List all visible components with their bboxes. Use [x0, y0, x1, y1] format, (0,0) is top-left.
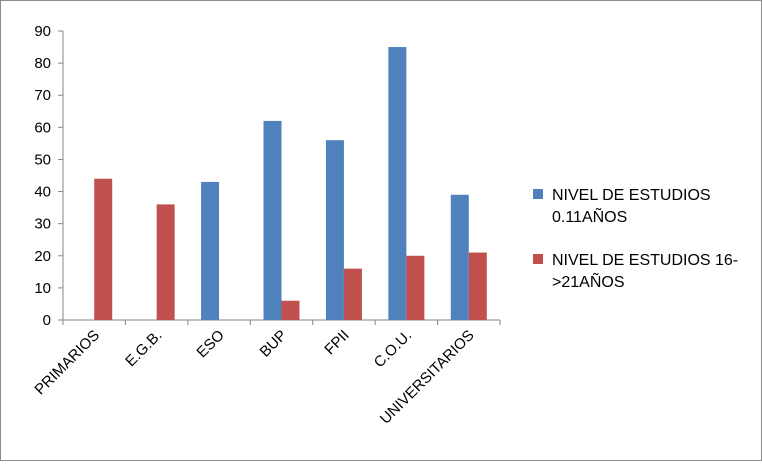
y-tick-label: 70 [34, 87, 51, 104]
legend-swatch-1 [533, 189, 543, 199]
bar-series1-3 [263, 120, 282, 321]
bar-series1-5 [388, 47, 407, 321]
y-tick-label: 50 [34, 151, 51, 168]
bar-series1-2 [201, 181, 220, 320]
x-category-label: BUP [256, 327, 290, 361]
y-tick-label: 40 [34, 184, 51, 201]
y-tick-label: 30 [34, 216, 51, 233]
y-tick-label: 20 [34, 248, 51, 265]
chart-bars [94, 47, 487, 321]
y-tick-label: 90 [34, 23, 51, 40]
chart-legend: NIVEL DE ESTUDIOS 0.11AÑOS NIVEL DE ESTUDI… [533, 187, 738, 291]
y-tick-label: 80 [34, 55, 51, 72]
legend-label-2: NIVEL DE ESTUDIOS 16- [552, 252, 738, 269]
x-category-label: C.O.U. [371, 327, 415, 371]
y-tick-label: 0 [43, 312, 51, 329]
y-axis-ticks: 0 10 20 30 40 50 60 70 80 90 [34, 23, 63, 329]
legend-label-1: 0.11AÑOS [552, 206, 627, 226]
legend-label-1: NIVEL DE ESTUDIOS [552, 187, 711, 204]
y-tick-label: 10 [34, 280, 51, 297]
x-category-label: FPII [321, 327, 352, 358]
bar-series2-0 [94, 178, 113, 320]
bar-series2-3 [281, 300, 300, 320]
legend-label-2: >21AÑOS [552, 271, 624, 291]
bar-series2-6 [468, 252, 487, 320]
bar-series2-1 [156, 204, 175, 320]
x-category-label: E.G.B. [122, 327, 165, 370]
bar-series2-4 [343, 268, 362, 320]
x-axis-ticks: PRIMARIOS E.G.B. ESO BUP FPII C.O.U.UNIVERSIT… [31, 320, 501, 428]
x-category-label: ESO [193, 327, 227, 361]
bar-series1-6 [450, 194, 469, 320]
x-category-label: PRIMARIOS [31, 327, 103, 399]
y-tick-label: 60 [34, 119, 51, 136]
bar-series2-5 [406, 255, 425, 320]
bar-series1-4 [325, 140, 344, 320]
legend-swatch-2 [533, 254, 543, 264]
